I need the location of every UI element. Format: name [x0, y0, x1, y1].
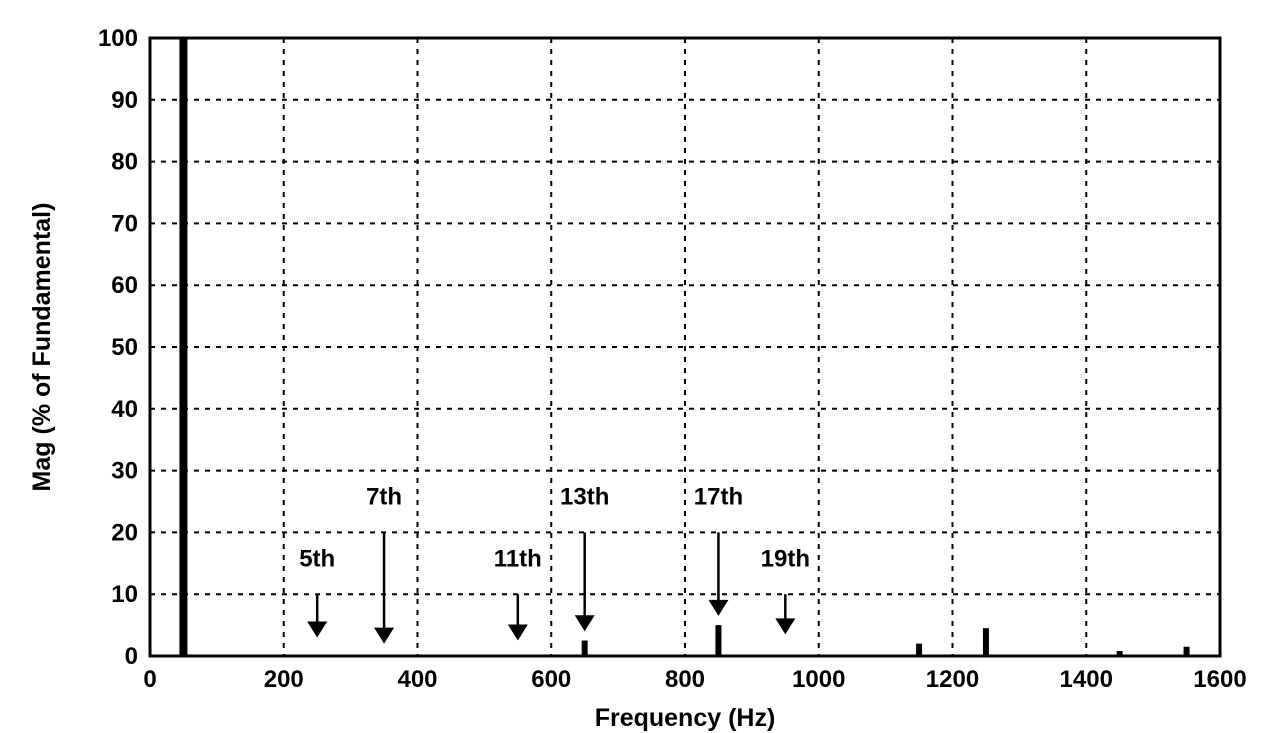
bar	[1183, 646, 1190, 656]
harmonic-arrow-head	[708, 599, 729, 616]
bar	[581, 640, 588, 656]
harmonic-arrow-head	[374, 627, 395, 644]
harmonic-label: 11th	[494, 545, 542, 572]
x-tick-label: 1600	[1193, 666, 1246, 693]
x-tick-label: 1200	[926, 666, 979, 693]
bar	[1116, 651, 1123, 656]
x-tick-label: 0	[143, 666, 156, 693]
y-tick-label: 20	[111, 519, 138, 546]
harmonic-label: 13th	[560, 484, 609, 511]
x-tick-label: 600	[531, 666, 571, 693]
x-tick-label: 800	[665, 666, 705, 693]
y-tick-label: 40	[111, 396, 138, 423]
bar	[715, 625, 722, 656]
harmonic-label: 5th	[299, 545, 335, 572]
grid-lines	[150, 38, 1220, 656]
harmonic-annotations: 5th 7th 11th 13th 17th 19th	[299, 484, 810, 644]
y-tick-label: 80	[111, 149, 138, 176]
harmonic-label: 7th	[366, 484, 402, 511]
y-tick-label: 70	[111, 210, 138, 237]
y-tick-label: 10	[111, 581, 138, 608]
y-tick-label: 0	[125, 643, 138, 670]
y-tick-label: 90	[111, 87, 138, 114]
harmonic-arrow-head	[574, 615, 595, 632]
bar-series	[179, 38, 1190, 656]
harmonic-arrow-head	[307, 621, 328, 638]
harmonic-arrow-head	[775, 618, 796, 635]
y-tick-label: 30	[111, 458, 138, 485]
x-tick-labels: 0 200 400 600 800 1000 1200 1400 1600	[143, 666, 1246, 693]
x-tick-label: 1400	[1060, 666, 1113, 693]
x-tick-label: 1000	[792, 666, 845, 693]
x-axis-label: Frequency (Hz)	[595, 704, 776, 732]
harmonic-arrow-head	[507, 624, 528, 641]
y-tick-labels: 0 10 20 30 40 50 60 70 80 90 100	[98, 25, 138, 670]
y-tick-label: 100	[98, 25, 138, 52]
harmonic-label: 19th	[761, 545, 810, 572]
bar	[982, 628, 989, 656]
bar	[179, 38, 188, 656]
harmonic-label: 17th	[694, 484, 743, 511]
x-tick-label: 400	[397, 666, 437, 693]
y-tick-label: 60	[111, 272, 138, 299]
plot-frame	[148, 36, 1222, 658]
y-tick-label: 50	[111, 334, 138, 361]
y-axis-label: Mag (% of Fundamental)	[28, 203, 56, 492]
x-tick-label: 200	[264, 666, 304, 693]
bar	[916, 643, 923, 656]
